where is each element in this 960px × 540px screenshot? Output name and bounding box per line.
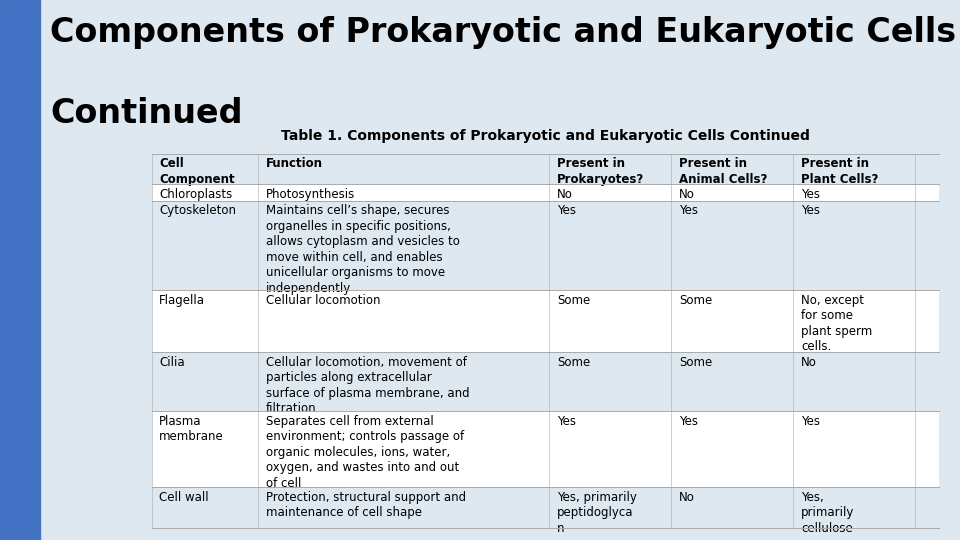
Text: Cilia: Cilia: [159, 356, 185, 369]
Text: Plasma
membrane: Plasma membrane: [159, 415, 224, 443]
Text: No, except
for some
plant sperm
cells.: No, except for some plant sperm cells.: [801, 294, 873, 353]
Text: Flagella: Flagella: [159, 294, 205, 307]
Text: Separates cell from external
environment; controls passage of
organic molecules,: Separates cell from external environment…: [266, 415, 464, 490]
Text: Some: Some: [679, 356, 712, 369]
Text: Components of Prokaryotic and Eukaryotic Cells: Components of Prokaryotic and Eukaryotic…: [50, 16, 956, 49]
Text: Function: Function: [266, 157, 323, 170]
Text: No: No: [679, 491, 695, 504]
Text: Continued: Continued: [50, 97, 243, 130]
Text: Yes, primarily
peptidoglyca
n: Yes, primarily peptidoglyca n: [557, 491, 636, 535]
Text: Cellular locomotion, movement of
particles along extracellular
surface of plasma: Cellular locomotion, movement of particl…: [266, 356, 469, 415]
Text: No: No: [679, 188, 695, 201]
Text: Present in
Prokaryotes?: Present in Prokaryotes?: [557, 157, 644, 186]
Text: Cell
Component: Cell Component: [159, 157, 235, 186]
Text: Yes: Yes: [801, 188, 820, 201]
Text: Present in
Plant Cells?: Present in Plant Cells?: [801, 157, 878, 186]
Text: Maintains cell’s shape, secures
organelles in specific positions,
allows cytopla: Maintains cell’s shape, secures organell…: [266, 205, 460, 295]
Text: Cytoskeleton: Cytoskeleton: [159, 205, 236, 218]
Text: No: No: [557, 188, 573, 201]
Text: Some: Some: [557, 356, 590, 369]
Text: Protection, structural support and
maintenance of cell shape: Protection, structural support and maint…: [266, 491, 466, 519]
Text: Yes: Yes: [679, 415, 698, 428]
Text: Yes: Yes: [679, 205, 698, 218]
Text: No: No: [801, 356, 817, 369]
Text: Yes: Yes: [801, 415, 820, 428]
Text: Photosynthesis: Photosynthesis: [266, 188, 355, 201]
Text: Yes: Yes: [557, 415, 576, 428]
Text: Cell wall: Cell wall: [159, 491, 209, 504]
Text: Some: Some: [557, 294, 590, 307]
Text: Table 1. Components of Prokaryotic and Eukaryotic Cells Continued: Table 1. Components of Prokaryotic and E…: [281, 129, 809, 143]
Text: Some: Some: [679, 294, 712, 307]
Text: Yes,
primarily
cellulose: Yes, primarily cellulose: [801, 491, 854, 535]
Text: Chloroplasts: Chloroplasts: [159, 188, 232, 201]
Text: Yes: Yes: [801, 205, 820, 218]
Text: Yes: Yes: [557, 205, 576, 218]
Text: Present in
Animal Cells?: Present in Animal Cells?: [679, 157, 767, 186]
Text: Cellular locomotion: Cellular locomotion: [266, 294, 380, 307]
